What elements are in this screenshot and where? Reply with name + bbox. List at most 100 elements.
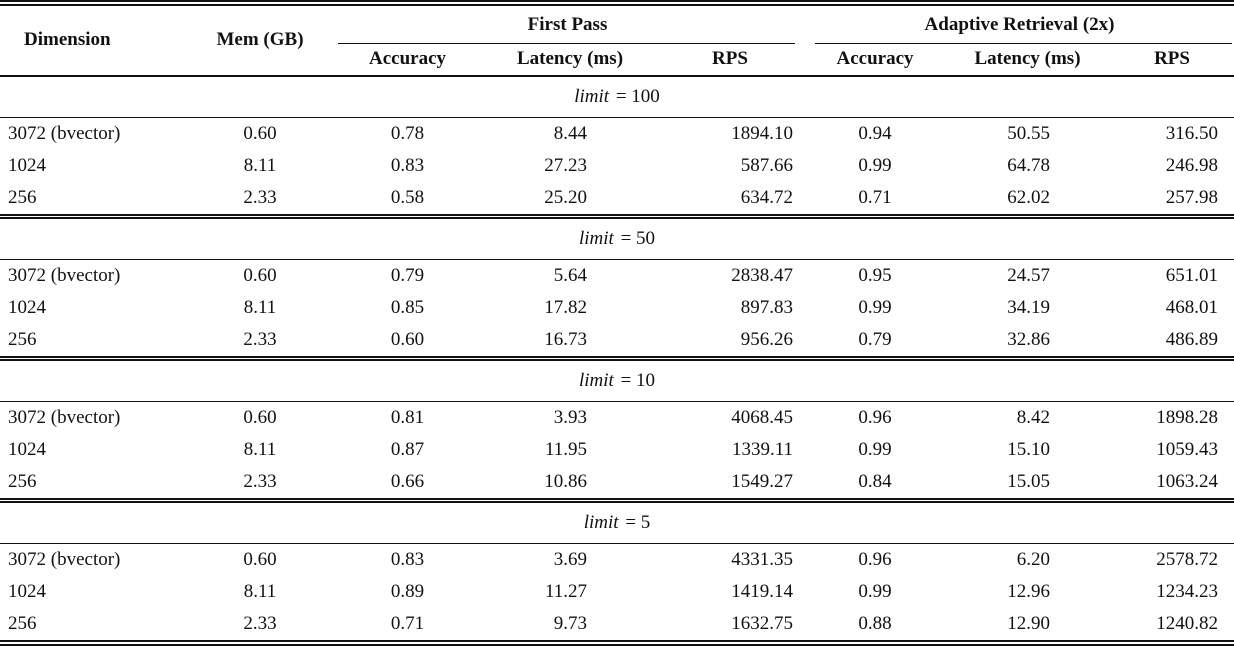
cell-ar-rps: 1063.24 <box>1156 470 1219 492</box>
table-row: 256 2.33 0.60 16.73 956.26 0.79 32.86 486.89 <box>0 324 1234 359</box>
cell-ar-latency: 15.05 <box>1007 470 1050 492</box>
cell-fp-latency: 16.73 <box>544 328 587 350</box>
section-label: limit = 100 <box>0 76 1234 118</box>
cell-ar-accuracy: 0.99 <box>858 154 892 176</box>
cell-fp-accuracy: 0.83 <box>390 154 425 176</box>
table-row: 1024 8.11 0.87 11.95 1339.11 0.99 15.10 1059.43 <box>0 434 1234 466</box>
section-label: limit = 10 <box>0 356 1234 402</box>
cell-ar-latency: 6.20 <box>1016 548 1050 570</box>
cell-ar-accuracy: 0.96 <box>858 406 892 428</box>
cell-dimension: 256 <box>8 470 37 492</box>
col-group-adaptive-retrieval: Adaptive Retrieval (2x) <box>805 3 1234 44</box>
cell-mem: 2.33 <box>243 470 277 492</box>
cell-ar-rps: 1059.43 <box>1156 438 1219 460</box>
cell-ar-rps: 1240.82 <box>1156 612 1219 634</box>
section-label: limit = 50 <box>0 214 1234 260</box>
header-group-row: Dimension Mem (GB) First Pass Adaptive R… <box>0 3 1234 77</box>
cell-mem: 8.11 <box>243 154 277 176</box>
cell-mem: 8.11 <box>243 296 277 318</box>
table-row: 3072 (bvector) 0.60 0.81 3.93 4068.45 0.96 8.4… <box>0 402 1234 435</box>
cell-ar-latency: 32.86 <box>1007 328 1050 350</box>
cell-fp-latency: 11.27 <box>544 580 587 602</box>
cell-mem: 2.33 <box>243 186 277 208</box>
cell-ar-accuracy: 0.84 <box>858 470 892 492</box>
cell-ar-accuracy: 0.95 <box>858 264 892 286</box>
cell-ar-accuracy: 0.79 <box>858 328 892 350</box>
cell-mem: 8.11 <box>243 438 277 460</box>
cell-ar-rps: 486.89 <box>1165 328 1219 350</box>
cell-fp-rps: 1419.14 <box>731 580 793 602</box>
cell-dimension: 3072 (bvector) <box>8 264 121 286</box>
cell-dimension: 256 <box>8 612 37 634</box>
cell-fp-latency: 8.44 <box>553 122 587 144</box>
cell-mem: 0.60 <box>243 548 277 570</box>
cell-dimension: 1024 <box>8 154 46 176</box>
results-table-body: limit = 100 3072 (bvector) 0.60 0.78 8.44 189… <box>0 76 1234 643</box>
col-header-ar-latency: Latency (ms) <box>945 44 1110 77</box>
cell-ar-accuracy: 0.71 <box>858 186 892 208</box>
adaptive-retrieval-cmidrule <box>815 43 1233 44</box>
cell-fp-latency: 5.64 <box>553 264 587 286</box>
cell-fp-rps: 634.72 <box>740 186 793 208</box>
cell-fp-rps: 1632.75 <box>731 612 793 634</box>
col-header-mem: Mem (GB) <box>190 3 330 77</box>
cell-mem: 0.60 <box>243 122 277 144</box>
cell-fp-rps: 4331.35 <box>731 548 793 570</box>
col-header-fp-rps: RPS <box>655 44 805 77</box>
cell-fp-rps: 2838.47 <box>731 264 793 286</box>
cell-fp-accuracy: 0.83 <box>390 548 425 570</box>
table-row: 3072 (bvector) 0.60 0.83 3.69 4331.35 0.96 6.2… <box>0 544 1234 577</box>
cell-ar-latency: 64.78 <box>1007 154 1050 176</box>
table-row: 1024 8.11 0.89 11.27 1419.14 0.99 12.96 1234.23 <box>0 576 1234 608</box>
cell-fp-accuracy: 0.78 <box>390 122 425 144</box>
cell-mem: 0.60 <box>243 406 277 428</box>
cell-fp-rps: 1339.11 <box>731 438 793 460</box>
cell-ar-latency: 12.96 <box>1007 580 1050 602</box>
table-row: 3072 (bvector) 0.60 0.78 8.44 1894.10 0.94 50.… <box>0 118 1234 151</box>
cell-ar-latency: 8.42 <box>1016 406 1050 428</box>
cell-ar-latency: 50.55 <box>1007 122 1050 144</box>
cell-fp-accuracy: 0.89 <box>390 580 425 602</box>
cell-fp-accuracy: 0.81 <box>390 406 425 428</box>
cell-dimension: 256 <box>8 186 37 208</box>
cell-fp-rps: 1894.10 <box>731 122 793 144</box>
col-header-ar-rps: RPS <box>1110 44 1234 77</box>
cell-fp-latency: 17.82 <box>544 296 587 318</box>
table-row: 1024 8.11 0.85 17.82 897.83 0.99 34.19 468.01 <box>0 292 1234 324</box>
cell-ar-accuracy: 0.99 <box>858 580 892 602</box>
cell-fp-latency: 27.23 <box>544 154 587 176</box>
cell-fp-rps: 956.26 <box>740 328 793 350</box>
cell-ar-rps: 1898.28 <box>1156 406 1219 428</box>
cell-ar-rps: 2578.72 <box>1156 548 1219 570</box>
cell-fp-rps: 1549.27 <box>731 470 793 492</box>
cell-fp-accuracy: 0.87 <box>390 438 425 460</box>
cell-ar-rps: 257.98 <box>1165 186 1219 208</box>
cell-fp-accuracy: 0.71 <box>390 612 425 634</box>
table-row: 3072 (bvector) 0.60 0.79 5.64 2838.47 0.95 24.… <box>0 260 1234 293</box>
cell-mem: 2.33 <box>243 612 277 634</box>
adaptive-retrieval-label: Adaptive Retrieval (2x) <box>924 13 1115 35</box>
cell-ar-rps: 468.01 <box>1165 296 1219 318</box>
cell-fp-rps: 897.83 <box>740 296 793 318</box>
cell-fp-latency: 25.20 <box>544 186 587 208</box>
section-header-row: limit = 100 <box>0 76 1234 118</box>
table-row: 256 2.33 0.66 10.86 1549.27 0.84 15.05 1063.24 <box>0 466 1234 501</box>
cell-ar-rps: 316.50 <box>1165 122 1219 144</box>
first-pass-label: First Pass <box>527 13 608 35</box>
cell-ar-rps: 1234.23 <box>1156 580 1219 602</box>
cell-fp-latency: 3.93 <box>553 406 587 428</box>
cell-ar-latency: 12.90 <box>1007 612 1050 634</box>
cell-fp-rps: 4068.45 <box>731 406 793 428</box>
cell-fp-latency: 3.69 <box>553 548 587 570</box>
cell-mem: 2.33 <box>243 328 277 350</box>
cell-mem: 0.60 <box>243 264 277 286</box>
header-sub-row: Accuracy Latency (ms) RPS Accuracy Laten… <box>0 44 1234 77</box>
section-header-row: limit = 10 <box>0 356 1234 402</box>
cell-dimension: 1024 <box>8 580 46 602</box>
cell-ar-accuracy: 0.96 <box>858 548 892 570</box>
cell-fp-accuracy: 0.58 <box>390 186 425 208</box>
cell-fp-latency: 10.86 <box>544 470 587 492</box>
first-pass-cmidrule <box>338 43 795 44</box>
